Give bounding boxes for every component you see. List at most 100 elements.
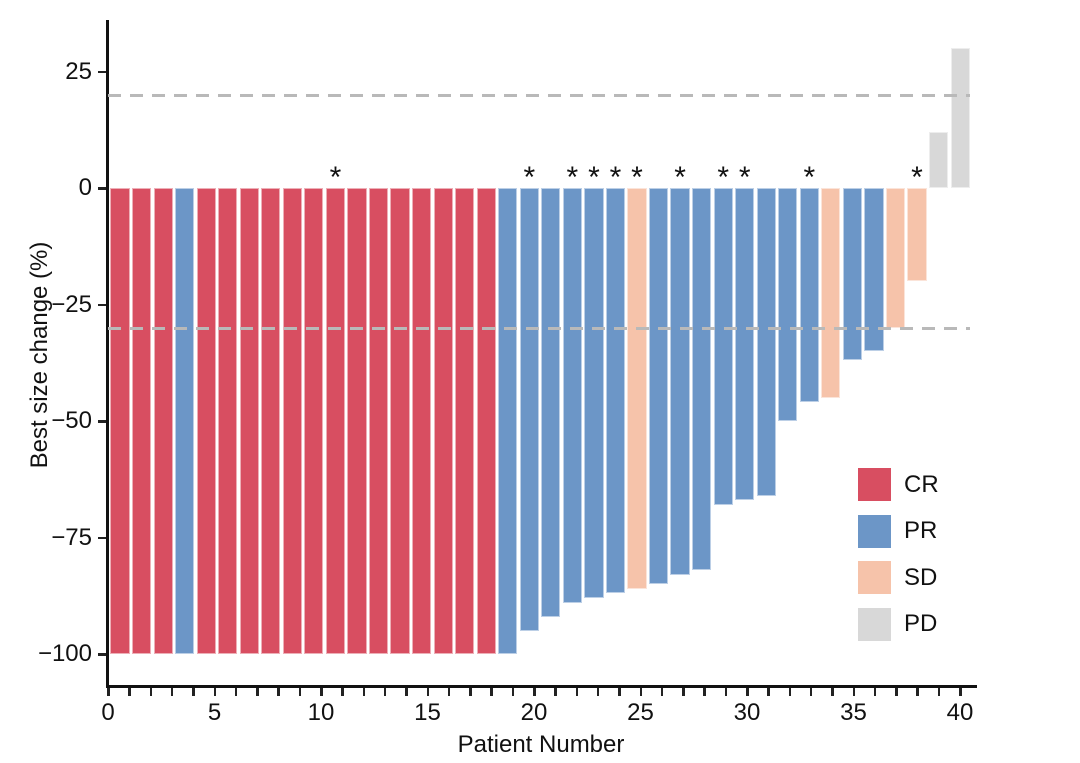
bar-patient-29 — [713, 188, 733, 505]
legend-label-pr: PR — [904, 517, 938, 544]
x-tick-37 — [895, 688, 898, 696]
asterisk-patient-33: * — [803, 161, 816, 194]
x-tick-25 — [639, 688, 642, 696]
x-tick-27 — [682, 688, 685, 696]
bar-patient-28 — [692, 188, 712, 571]
x-tick-22 — [575, 688, 579, 696]
x-tick-7 — [256, 688, 259, 696]
x-tick-label-0: 0 — [101, 699, 115, 726]
bar-patient-31 — [756, 188, 776, 496]
x-tick-label-40: 40 — [946, 699, 974, 726]
bar-patient-24 — [605, 188, 626, 594]
x-tick-30 — [746, 688, 749, 696]
x-tick-16 — [447, 688, 451, 696]
y-tick--100 — [98, 653, 106, 656]
x-tick-12 — [362, 688, 366, 696]
x-tick-3 — [170, 688, 174, 696]
x-tick-8 — [277, 688, 280, 696]
x-tick-29 — [724, 688, 728, 696]
x-tick-label-15: 15 — [414, 699, 441, 726]
bar-patient-36 — [864, 188, 884, 352]
x-tick-39 — [937, 688, 941, 696]
x-tick-5 — [213, 688, 216, 696]
x-tick-19 — [511, 688, 515, 696]
x-tick-0 — [107, 688, 110, 696]
y-tick-25 — [98, 70, 106, 73]
asterisk-patient-38: * — [911, 161, 923, 194]
y-tick--50 — [98, 420, 106, 423]
bar-patient-9 — [282, 188, 302, 654]
bar-patient-3 — [153, 188, 173, 654]
y-tick--75 — [98, 536, 106, 539]
x-tick-2 — [149, 688, 153, 696]
legend-item-cr: CR — [858, 468, 939, 501]
asterisk-patient-29: * — [717, 161, 729, 194]
bar-patient-26 — [648, 188, 669, 585]
x-tick-21 — [554, 688, 557, 696]
x-tick-10 — [320, 688, 323, 696]
bar-patient-15 — [412, 188, 432, 654]
bar-patient-11 — [325, 188, 346, 654]
x-tick-36 — [873, 688, 877, 696]
x-tick-13 — [383, 688, 387, 696]
bar-patient-10 — [304, 188, 324, 654]
asterisk-patient-27: * — [674, 161, 686, 194]
legend-item-pd: PD — [858, 607, 938, 641]
x-tick-38 — [916, 688, 919, 696]
legend-label-pd: PD — [904, 610, 938, 637]
bar-patient-5 — [196, 188, 216, 654]
bar-patient-40 — [950, 48, 970, 188]
legend-swatch-pr — [858, 514, 891, 548]
y-tick-label--25: −25 — [51, 290, 92, 318]
bar-patient-17 — [455, 188, 475, 654]
asterisk-patient-23: * — [588, 161, 600, 194]
x-tick-label-30: 30 — [733, 699, 761, 726]
bar-patient-20 — [519, 188, 539, 631]
x-tick-14 — [405, 688, 408, 696]
x-tick-31 — [767, 688, 770, 696]
y-tick-label--100: −100 — [37, 640, 92, 667]
bar-patient-38 — [907, 188, 927, 282]
threshold-line-upper — [108, 93, 970, 97]
y-tick-label--75: −75 — [51, 523, 92, 551]
x-tick-23 — [596, 688, 600, 696]
x-tick-32 — [788, 688, 792, 696]
bar-patient-25 — [627, 188, 647, 589]
bar-patient-21 — [541, 188, 561, 617]
x-tick-label-20: 20 — [520, 699, 548, 726]
x-tick-label-25: 25 — [627, 699, 654, 726]
bar-patient-8 — [261, 188, 281, 654]
x-tick-35 — [852, 688, 855, 696]
bar-patient-18 — [476, 188, 496, 654]
legend-label-sd: SD — [904, 563, 938, 591]
x-tick-1 — [128, 688, 131, 696]
bar-patient-23 — [584, 188, 604, 599]
x-axis-title: Patient Number — [457, 731, 625, 758]
x-tick-15 — [426, 688, 429, 696]
x-tick-20 — [533, 688, 536, 696]
asterisk-patient-30: * — [738, 161, 751, 194]
bar-patient-27 — [670, 188, 690, 575]
bar-patient-22 — [562, 188, 582, 603]
y-tick-0 — [98, 187, 106, 190]
bar-patient-37 — [885, 188, 906, 328]
bar-patient-39 — [928, 132, 949, 188]
bar-patient-1 — [110, 188, 130, 654]
bar-patient-33 — [799, 188, 819, 403]
legend-swatch-sd — [858, 561, 891, 594]
legend-swatch-cr — [858, 468, 891, 501]
bar-patient-30 — [735, 188, 755, 501]
x-tick-17 — [469, 688, 472, 696]
x-tick-28 — [703, 688, 706, 696]
x-tick-34 — [831, 688, 834, 696]
asterisk-patient-11: * — [329, 161, 342, 194]
y-tick--25 — [98, 303, 106, 306]
x-axis-line — [106, 685, 977, 688]
bar-patient-2 — [131, 188, 152, 654]
x-tick-label-35: 35 — [840, 699, 867, 726]
legend-item-pr: PR — [858, 514, 938, 548]
bar-patient-7 — [239, 188, 259, 654]
asterisk-patient-24: * — [609, 161, 622, 194]
bar-patient-14 — [390, 188, 410, 654]
